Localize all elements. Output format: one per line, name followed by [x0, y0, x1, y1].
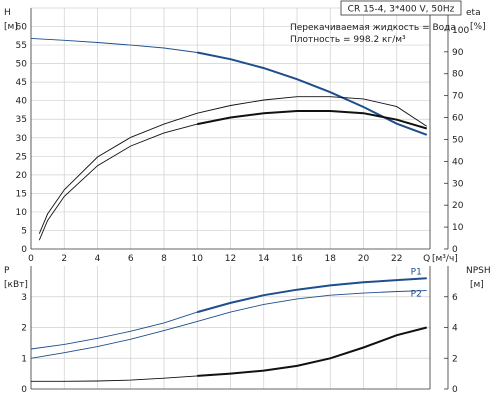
upper-y-left-unit: [м] [4, 22, 18, 32]
x-tick: 6 [128, 254, 134, 264]
series-label-p1: P1 [411, 267, 422, 277]
upper-y-left-tick: 60 [16, 23, 28, 33]
x-tick: 20 [358, 254, 370, 264]
upper-y-left-tick: 25 [16, 152, 27, 162]
lower-series-0-duty-range [197, 277, 427, 314]
lower-y-left-tick: 3 [21, 293, 27, 303]
lower-y-left-unit: [кВт] [4, 280, 28, 290]
upper-y-right-tick: 0 [452, 245, 458, 255]
x-axis-end-label: Q [423, 254, 430, 264]
x-tick: 18 [325, 254, 337, 264]
upper-y-left-tick: 20 [16, 171, 28, 181]
upper-y-left-label: H [4, 8, 11, 18]
upper-y-left-tick: 0 [21, 245, 27, 255]
upper-y-left-tick: 40 [16, 97, 28, 107]
upper-y-right-tick: 100 [452, 26, 469, 36]
upper-y-left-tick: 45 [16, 78, 27, 88]
lower-y-right-tick: 0 [452, 385, 458, 395]
upper-series-1-line [38, 96, 427, 234]
info-box-liquid: Перекачиваемая жидкость = Вода [290, 23, 456, 33]
lower-y-right-tick: 6 [452, 293, 458, 303]
upper-series-0-duty-range [197, 51, 428, 136]
x-tick: 10 [192, 254, 204, 264]
series-label-p2: P2 [411, 290, 422, 300]
lower-y-left-tick: 0 [21, 385, 27, 395]
upper-y-left-tick: 55 [16, 41, 27, 51]
info-box-frame [340, 0, 462, 16]
upper-y-left-tick: 10 [16, 208, 28, 218]
lower-y-left-tick: 2 [21, 324, 27, 334]
upper-y-left-tick: 50 [16, 60, 28, 70]
x-axis-unit: [м³/ч] [432, 254, 458, 264]
lower-panel: 0 1 2 3 0 2 4 6 P [кВт] NPSH [м] P1 P2 [4, 266, 491, 395]
upper-y-right-tick: 90 [452, 48, 464, 58]
x-tick: 14 [258, 254, 270, 264]
lower-series-2-duty-range [197, 326, 427, 377]
upper-y-right-tick: 10 [452, 223, 464, 233]
upper-y-right-tick: 60 [452, 114, 464, 124]
upper-y-left-tick: 15 [16, 189, 27, 199]
info-box-density: Плотность = 998.2 кг/м³ [290, 35, 406, 45]
x-tick: 0 [28, 254, 34, 264]
upper-y-right-tick: 70 [452, 92, 464, 102]
upper-y-right-tick: 20 [452, 201, 464, 211]
upper-panel: 0510152025303540455055600102030405060708… [4, 7, 486, 264]
x-tick: 2 [61, 254, 67, 264]
upper-y-right-tick: 40 [452, 157, 464, 167]
info-box-title: CR 15-4, 3*400 V, 50Hz [348, 5, 455, 15]
info-box: CR 15-4, 3*400 V, 50Hz Перекачиваемая жи… [290, 0, 462, 45]
x-tick: 12 [225, 254, 236, 264]
upper-y-right-tick: 80 [452, 70, 464, 80]
upper-y-right-tick: 50 [452, 135, 464, 145]
upper-series-0-line [30, 37, 427, 136]
upper-y-right-label: eta [466, 8, 481, 18]
lower-y-left-tick: 1 [21, 354, 27, 364]
lower-y-right-label: NPSH [466, 266, 491, 276]
upper-y-right-unit: [%] [470, 22, 486, 32]
x-tick: 4 [95, 254, 101, 264]
lower-y-right-unit: [м] [470, 280, 484, 290]
lower-series-0-line [30, 277, 427, 350]
x-tick: 8 [161, 254, 167, 264]
x-tick: 16 [291, 254, 303, 264]
upper-y-right-tick: 30 [452, 179, 464, 189]
lower-series-1-line [30, 290, 427, 359]
upper-y-left-tick: 35 [16, 115, 27, 125]
lower-y-right-tick: 2 [452, 354, 458, 364]
upper-series-2-duty-range [197, 110, 427, 130]
x-tick: 22 [391, 254, 402, 264]
upper-y-left-tick: 5 [21, 226, 27, 236]
lower-y-left-label: P [4, 266, 10, 276]
upper-y-left-tick: 30 [16, 134, 28, 144]
lower-y-right-tick: 4 [452, 324, 458, 334]
